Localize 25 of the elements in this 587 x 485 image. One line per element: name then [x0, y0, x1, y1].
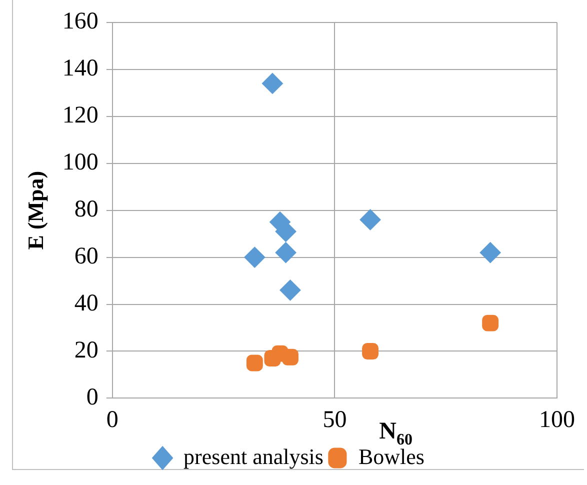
y-axis-title: E (Mpa) [22, 170, 48, 250]
y-tick-label: 100 [62, 150, 98, 176]
y-tick-label: 160 [62, 8, 98, 35]
point [246, 354, 263, 372]
point [262, 72, 283, 94]
y-tick-label: 140 [62, 56, 98, 82]
x-tick-label: 50 [322, 406, 347, 433]
y-tick-label: 40 [74, 290, 98, 317]
legend-label: present analysis [184, 444, 324, 469]
point [282, 348, 298, 366]
x-tick-label: 100 [539, 406, 575, 433]
y-tick-label: 60 [74, 244, 98, 270]
legend-label: Bowles [358, 444, 424, 469]
point [360, 209, 381, 230]
x-tick-label: 0 [106, 406, 118, 433]
y-tick-label: 0 [86, 384, 98, 410]
point [482, 314, 499, 332]
point [362, 343, 378, 360]
point [275, 242, 296, 264]
y-tick-label: 80 [74, 196, 98, 223]
y-tick-label: 120 [62, 102, 98, 129]
point [280, 280, 301, 301]
y-tick-label: 20 [74, 338, 98, 364]
point [244, 246, 266, 268]
point [480, 242, 501, 264]
